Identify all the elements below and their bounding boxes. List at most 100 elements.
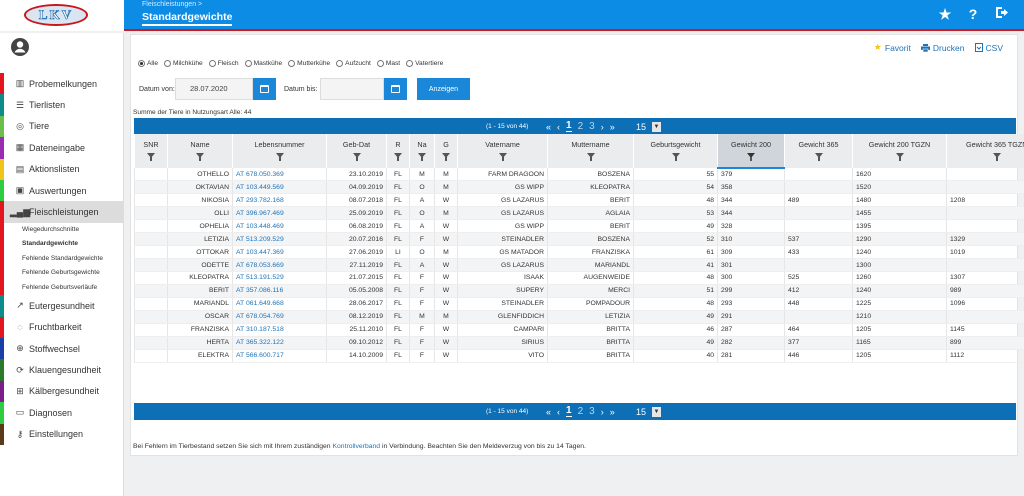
sidebar-subitem[interactable]: Fehlende Geburtsverläufe [0, 280, 124, 296]
radio-milchkühe[interactable]: Milchkühe [164, 60, 203, 67]
column-header[interactable]: Geb-Dat [326, 134, 387, 168]
last-page-button[interactable]: » [609, 406, 615, 417]
sidebar-item-klauengesundheit[interactable]: ⟳ Klauengesundheit [0, 359, 124, 381]
prev-page-button[interactable]: ‹ [557, 406, 561, 417]
filter-icon[interactable] [498, 153, 507, 161]
favorit-link[interactable]: ★ Favorit [873, 42, 911, 53]
sidebar-item-fleischleistungen[interactable]: ▂▄▆ Fleischleistungen [0, 201, 124, 223]
date-from-calendar-button[interactable] [253, 78, 276, 100]
filter-icon[interactable] [671, 153, 680, 161]
column-header[interactable]: Name [167, 134, 233, 168]
date-to-input[interactable] [320, 78, 384, 100]
lebensnummer-link[interactable]: AT 365.322.122 [232, 336, 327, 350]
radio-alle[interactable]: Alle [138, 60, 158, 67]
page-size-select[interactable]: 15 ▼ [636, 406, 662, 417]
filter-icon[interactable] [418, 153, 426, 161]
radio-button[interactable] [244, 60, 252, 67]
radio-aufzucht[interactable]: Aufzucht [336, 60, 371, 67]
page-link[interactable]: 2 [577, 406, 584, 417]
column-header[interactable]: Gewicht 200 TGZN [852, 134, 947, 168]
breadcrumb[interactable]: Fleischleistungen > [142, 1, 203, 8]
column-header[interactable]: SNR [134, 134, 168, 168]
column-header[interactable]: Na [409, 134, 435, 168]
radio-button[interactable] [288, 60, 296, 67]
next-page-button[interactable]: › [600, 121, 604, 132]
table-row[interactable]: FRANZISKA AT 310.187.518 25.11.2010 FL F W CAM… [134, 323, 1024, 337]
column-header[interactable]: Muttername [547, 134, 634, 168]
column-header[interactable]: G [434, 134, 458, 168]
lebensnummer-link[interactable]: AT 310.187.518 [232, 323, 327, 337]
filter-icon[interactable] [394, 153, 402, 161]
show-button[interactable]: Anzeigen [417, 78, 470, 100]
filter-icon[interactable] [586, 153, 595, 161]
prev-page-button[interactable]: ‹ [557, 121, 561, 132]
star-icon[interactable]: ★ [938, 6, 952, 22]
lebensnummer-link[interactable]: AT 513.209.529 [232, 232, 327, 247]
table-row[interactable]: MARIANDL AT 061.649.668 28.06.2017 FL F W STEI… [134, 297, 1024, 311]
radio-vatertiere[interactable]: Vatertiere [406, 60, 443, 67]
sidebar-item-aktionslisten[interactable]: ▤ Aktionslisten [0, 158, 124, 180]
sidebar-item-dateneingabe[interactable]: ▦ Dateneingabe [0, 137, 124, 159]
radio-mutterkühe[interactable]: Mutterkühe [288, 60, 330, 67]
sidebar-subitem[interactable]: Fehlende Standardgewichte [0, 251, 124, 267]
table-row[interactable]: OLLI AT 396.967.469 25.09.2019 FL O M GS LAZAR… [134, 206, 1024, 221]
logout-icon[interactable] [994, 6, 1008, 22]
radio-button[interactable] [406, 60, 414, 67]
date-from-input[interactable]: 28.07.2020 [175, 78, 253, 100]
column-header[interactable]: Gewicht 365 TGZN [946, 134, 1024, 168]
page-link[interactable]: 3 [589, 406, 595, 417]
table-row[interactable]: KLEOPATRA AT 513.191.529 21.07.2015 FL F W ISA… [134, 271, 1024, 285]
table-row[interactable]: OTTOKAR AT 103.447.369 27.06.2019 LI O M GS MA… [134, 245, 1024, 260]
kontrollverband-link[interactable]: Kontrollverband [332, 443, 381, 450]
sidebar-item-einstellungen[interactable]: ⚷ Einstellungen [0, 423, 124, 445]
sidebar-item-fruchtbarkeit[interactable]: ◌ Fruchtbarkeit [0, 316, 124, 339]
lebensnummer-link[interactable]: AT 357.086.116 [232, 284, 327, 298]
lebensnummer-link[interactable]: AT 678.053.669 [232, 258, 327, 272]
lebensnummer-link[interactable]: AT 513.191.529 [232, 271, 327, 285]
first-page-button[interactable]: « [546, 406, 552, 417]
column-header[interactable]: R [386, 134, 410, 168]
print-link[interactable]: Drucken [920, 42, 965, 53]
lebensnummer-link[interactable]: AT 103.448.469 [232, 219, 327, 234]
sidebar-item-stoffwechsel[interactable]: ⊕ Stoffwechsel [0, 338, 124, 360]
table-row[interactable]: NIKOSIA AT 293.782.168 08.07.2018 FL A W GS LA… [134, 193, 1024, 208]
table-row[interactable]: OPHELIA AT 103.448.469 06.08.2019 FL A W GS WI… [134, 219, 1024, 234]
column-header[interactable]: Geburtsgewicht [633, 134, 718, 168]
radio-button[interactable] [336, 60, 344, 67]
sidebar-item-auswertungen[interactable]: ▣ Auswertungen [0, 179, 124, 202]
radio-button[interactable] [164, 60, 171, 67]
sidebar-item-tierlisten[interactable]: ☰ Tierlisten [0, 94, 124, 116]
filter-icon[interactable] [747, 153, 755, 161]
sidebar-item-probemelkungen[interactable]: ▥ Probemelkungen [0, 73, 124, 95]
table-row[interactable]: OTHELLO AT 678.050.369 23.10.2019 FL M M FARM … [134, 168, 1024, 182]
page-link[interactable]: 3 [589, 121, 595, 132]
lebensnummer-link[interactable]: AT 293.782.168 [232, 193, 327, 208]
table-row[interactable]: HERTA AT 365.322.122 09.10.2012 FL F W SIRIUS B… [134, 336, 1024, 350]
sidebar-subitem[interactable]: Fehlende Geburtsgewichte [0, 266, 124, 281]
sidebar-item-tiere[interactable]: ◎ Tiere [0, 115, 124, 138]
radio-button[interactable] [208, 60, 216, 67]
filter-icon[interactable] [275, 153, 284, 161]
filter-icon[interactable] [442, 153, 450, 161]
page-link[interactable]: 2 [577, 121, 584, 132]
sidebar-subitem[interactable]: Wiegedurchschnitte [0, 222, 124, 238]
last-page-button[interactable]: » [609, 121, 615, 132]
lebensnummer-link[interactable]: AT 396.967.469 [232, 206, 327, 221]
lebensnummer-link[interactable]: AT 678.050.369 [232, 168, 327, 182]
table-row[interactable]: OSCAR AT 678.054.769 08.12.2019 FL M M GLENFID… [134, 310, 1024, 324]
radio-button[interactable] [376, 60, 384, 67]
lebensnummer-link[interactable]: AT 103.449.569 [232, 180, 327, 195]
column-header[interactable]: Gewicht 365 [784, 134, 853, 168]
column-header[interactable]: Gewicht 200 [717, 134, 785, 169]
csv-link[interactable]: CSV [974, 42, 1003, 53]
sidebar-subitem[interactable]: Standardgewichte [0, 237, 124, 252]
page-size-select[interactable]: 15 ▼ [636, 121, 662, 132]
column-header[interactable]: Lebensnummer [232, 134, 327, 168]
table-row[interactable]: LETIZIA AT 513.209.529 20.07.2016 FL F W STEIN… [134, 232, 1024, 247]
table-row[interactable]: BERIT AT 357.086.116 05.05.2008 FL F W SUPERY M… [134, 284, 1024, 298]
sidebar-item-eutergesundheit[interactable]: ↗ Eutergesundheit [0, 295, 124, 317]
filter-icon[interactable] [147, 153, 155, 161]
page-link[interactable]: 1 [566, 120, 572, 132]
page-link[interactable]: 1 [566, 405, 572, 417]
lebensnummer-link[interactable]: AT 566.600.717 [232, 349, 327, 363]
